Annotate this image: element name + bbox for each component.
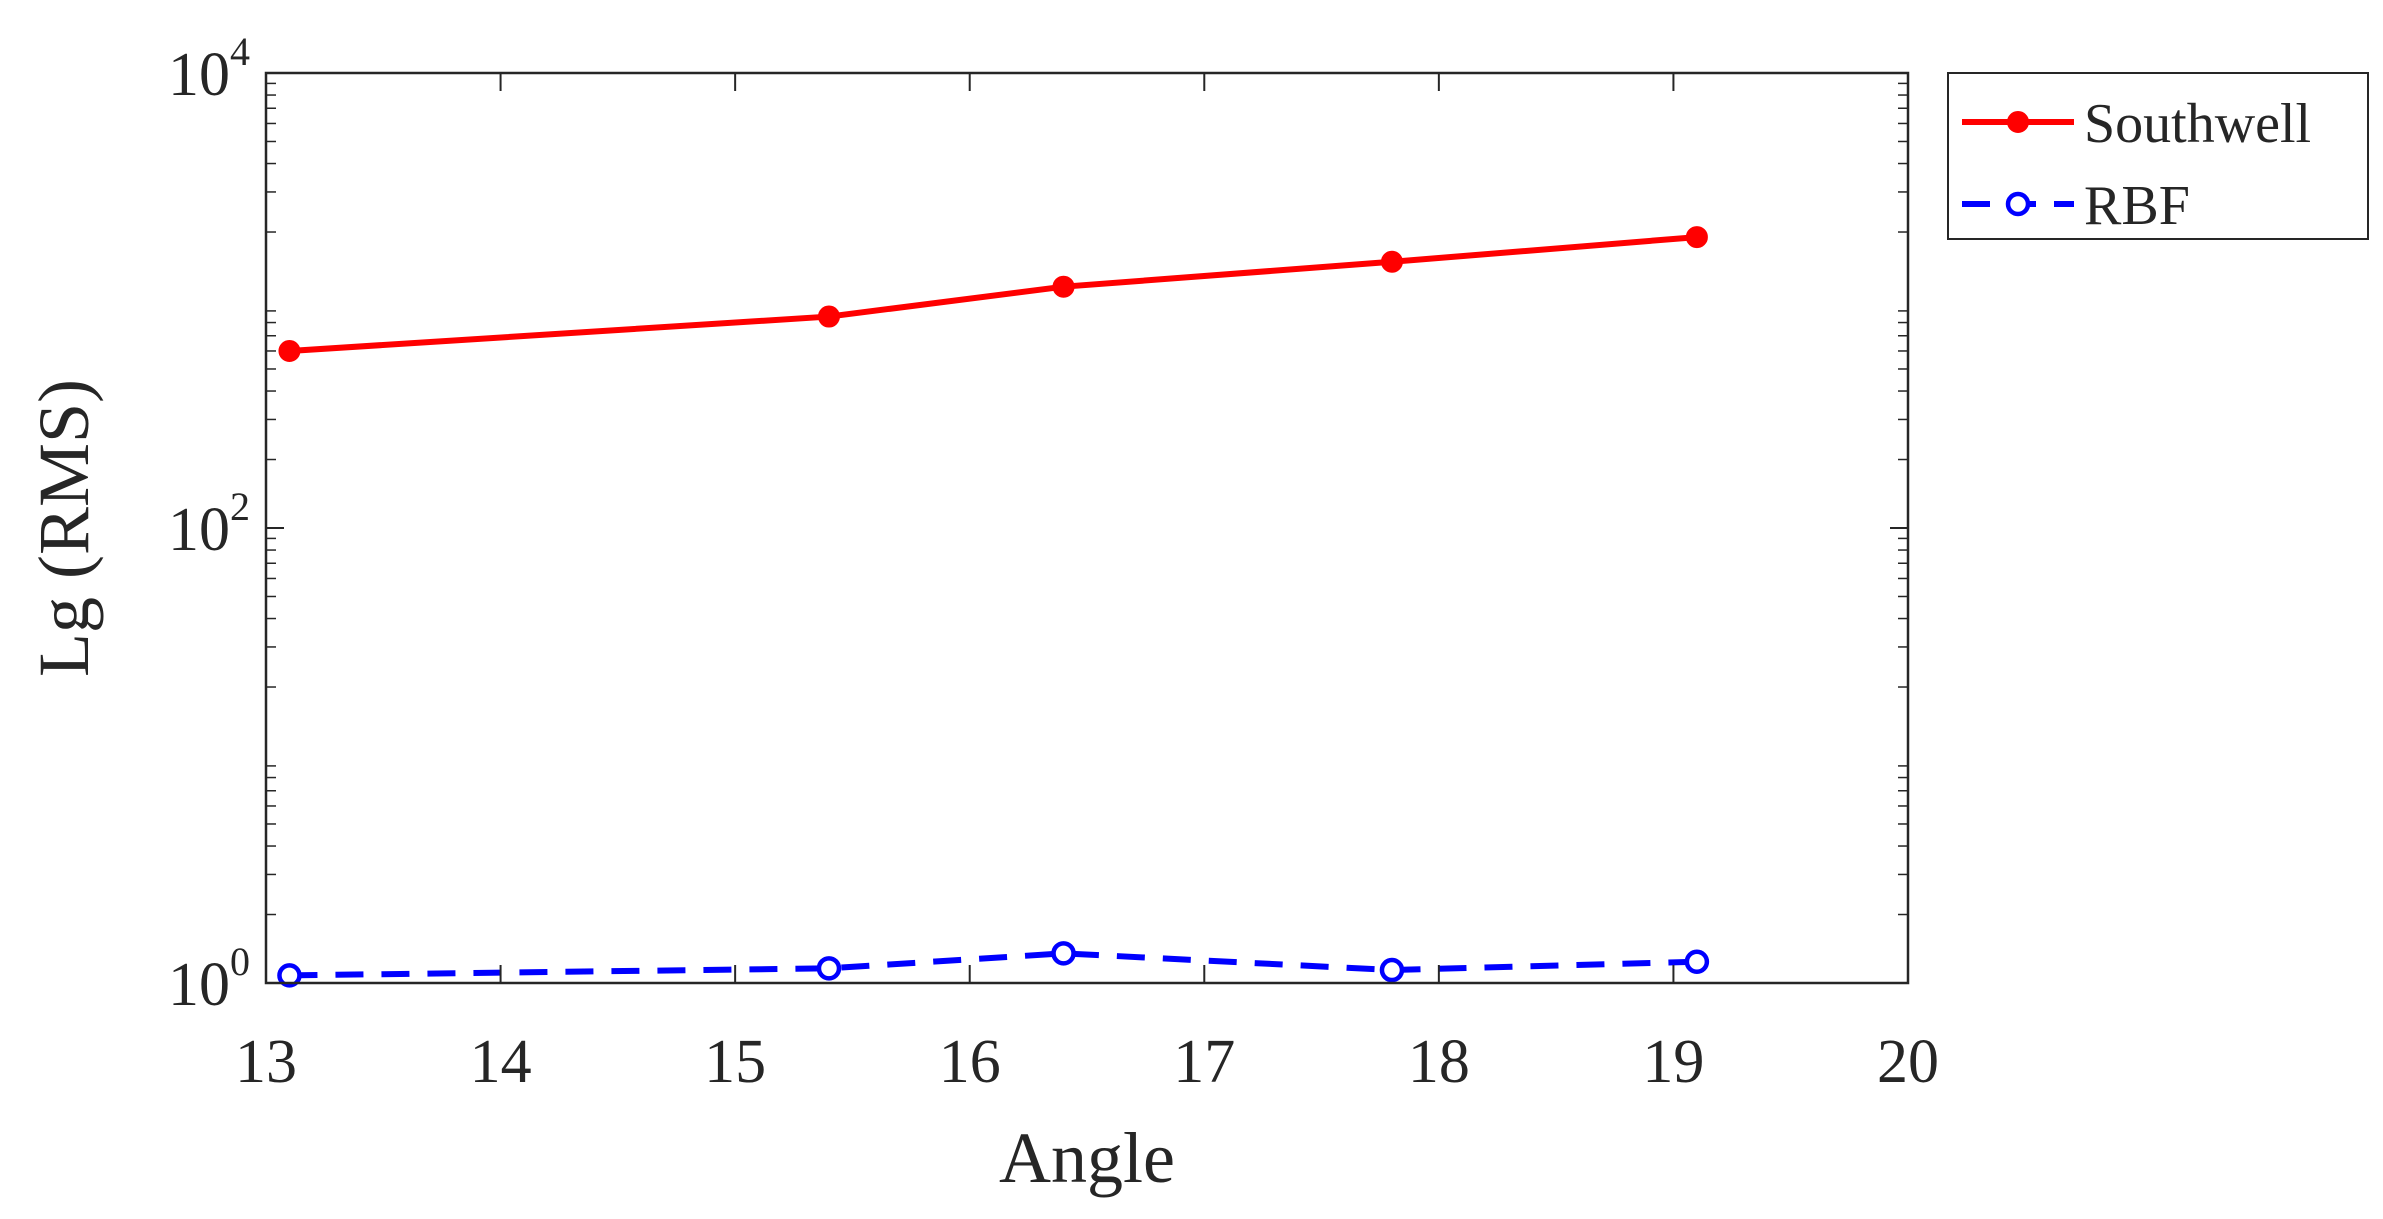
legend-label-rbf: RBF xyxy=(2084,175,2190,237)
data-point-southwell xyxy=(1685,226,1708,249)
x-tick-label: 13 xyxy=(235,1028,297,1096)
x-tick-label: 16 xyxy=(939,1028,1001,1096)
x-axis-label: Angle xyxy=(999,1118,1175,1198)
x-tick-label: 18 xyxy=(1408,1028,1470,1096)
legend: Southwell RBF xyxy=(1947,72,2369,240)
y-tick-label-exponent: 2 xyxy=(230,484,250,529)
y-tick-label-exponent: 4 xyxy=(230,29,250,74)
x-tick-label: 15 xyxy=(704,1028,766,1096)
data-point-rbf xyxy=(1379,957,1405,983)
legend-marker-southwell xyxy=(2007,111,2029,133)
y-tick-label: 104 xyxy=(168,29,250,109)
x-tick-label: 17 xyxy=(1173,1028,1235,1096)
x-tick-label: 20 xyxy=(1877,1028,1939,1096)
plot-area-frame xyxy=(264,71,1910,985)
y-axis-label: Lg (RMS) xyxy=(24,379,104,677)
data-point-southwell xyxy=(1052,275,1075,298)
data-point-rbf xyxy=(816,956,842,981)
data-point-southwell xyxy=(1380,250,1403,273)
y-tick-label-base: 10 xyxy=(168,41,230,109)
y-tick-label: 100 xyxy=(168,939,250,1019)
data-point-southwell xyxy=(817,305,840,328)
series-line-southwell xyxy=(289,234,1698,354)
data-point-rbf xyxy=(1051,941,1076,966)
x-tick-label: 19 xyxy=(1642,1028,1704,1096)
legend-label-southwell: Southwell xyxy=(2084,93,2311,155)
data-point-rbf xyxy=(1684,949,1710,974)
x-tick-label: 14 xyxy=(470,1028,532,1096)
data-point-southwell xyxy=(278,339,301,362)
y-tick-label: 102 xyxy=(168,484,250,564)
data-point-rbf xyxy=(277,963,302,988)
legend-marker-rbf xyxy=(2005,191,2031,217)
y-tick-label-base: 10 xyxy=(168,951,230,1019)
y-tick-label-base: 10 xyxy=(168,496,230,564)
series-line-rbf xyxy=(289,950,1697,979)
y-tick-label-exponent: 0 xyxy=(230,939,250,984)
